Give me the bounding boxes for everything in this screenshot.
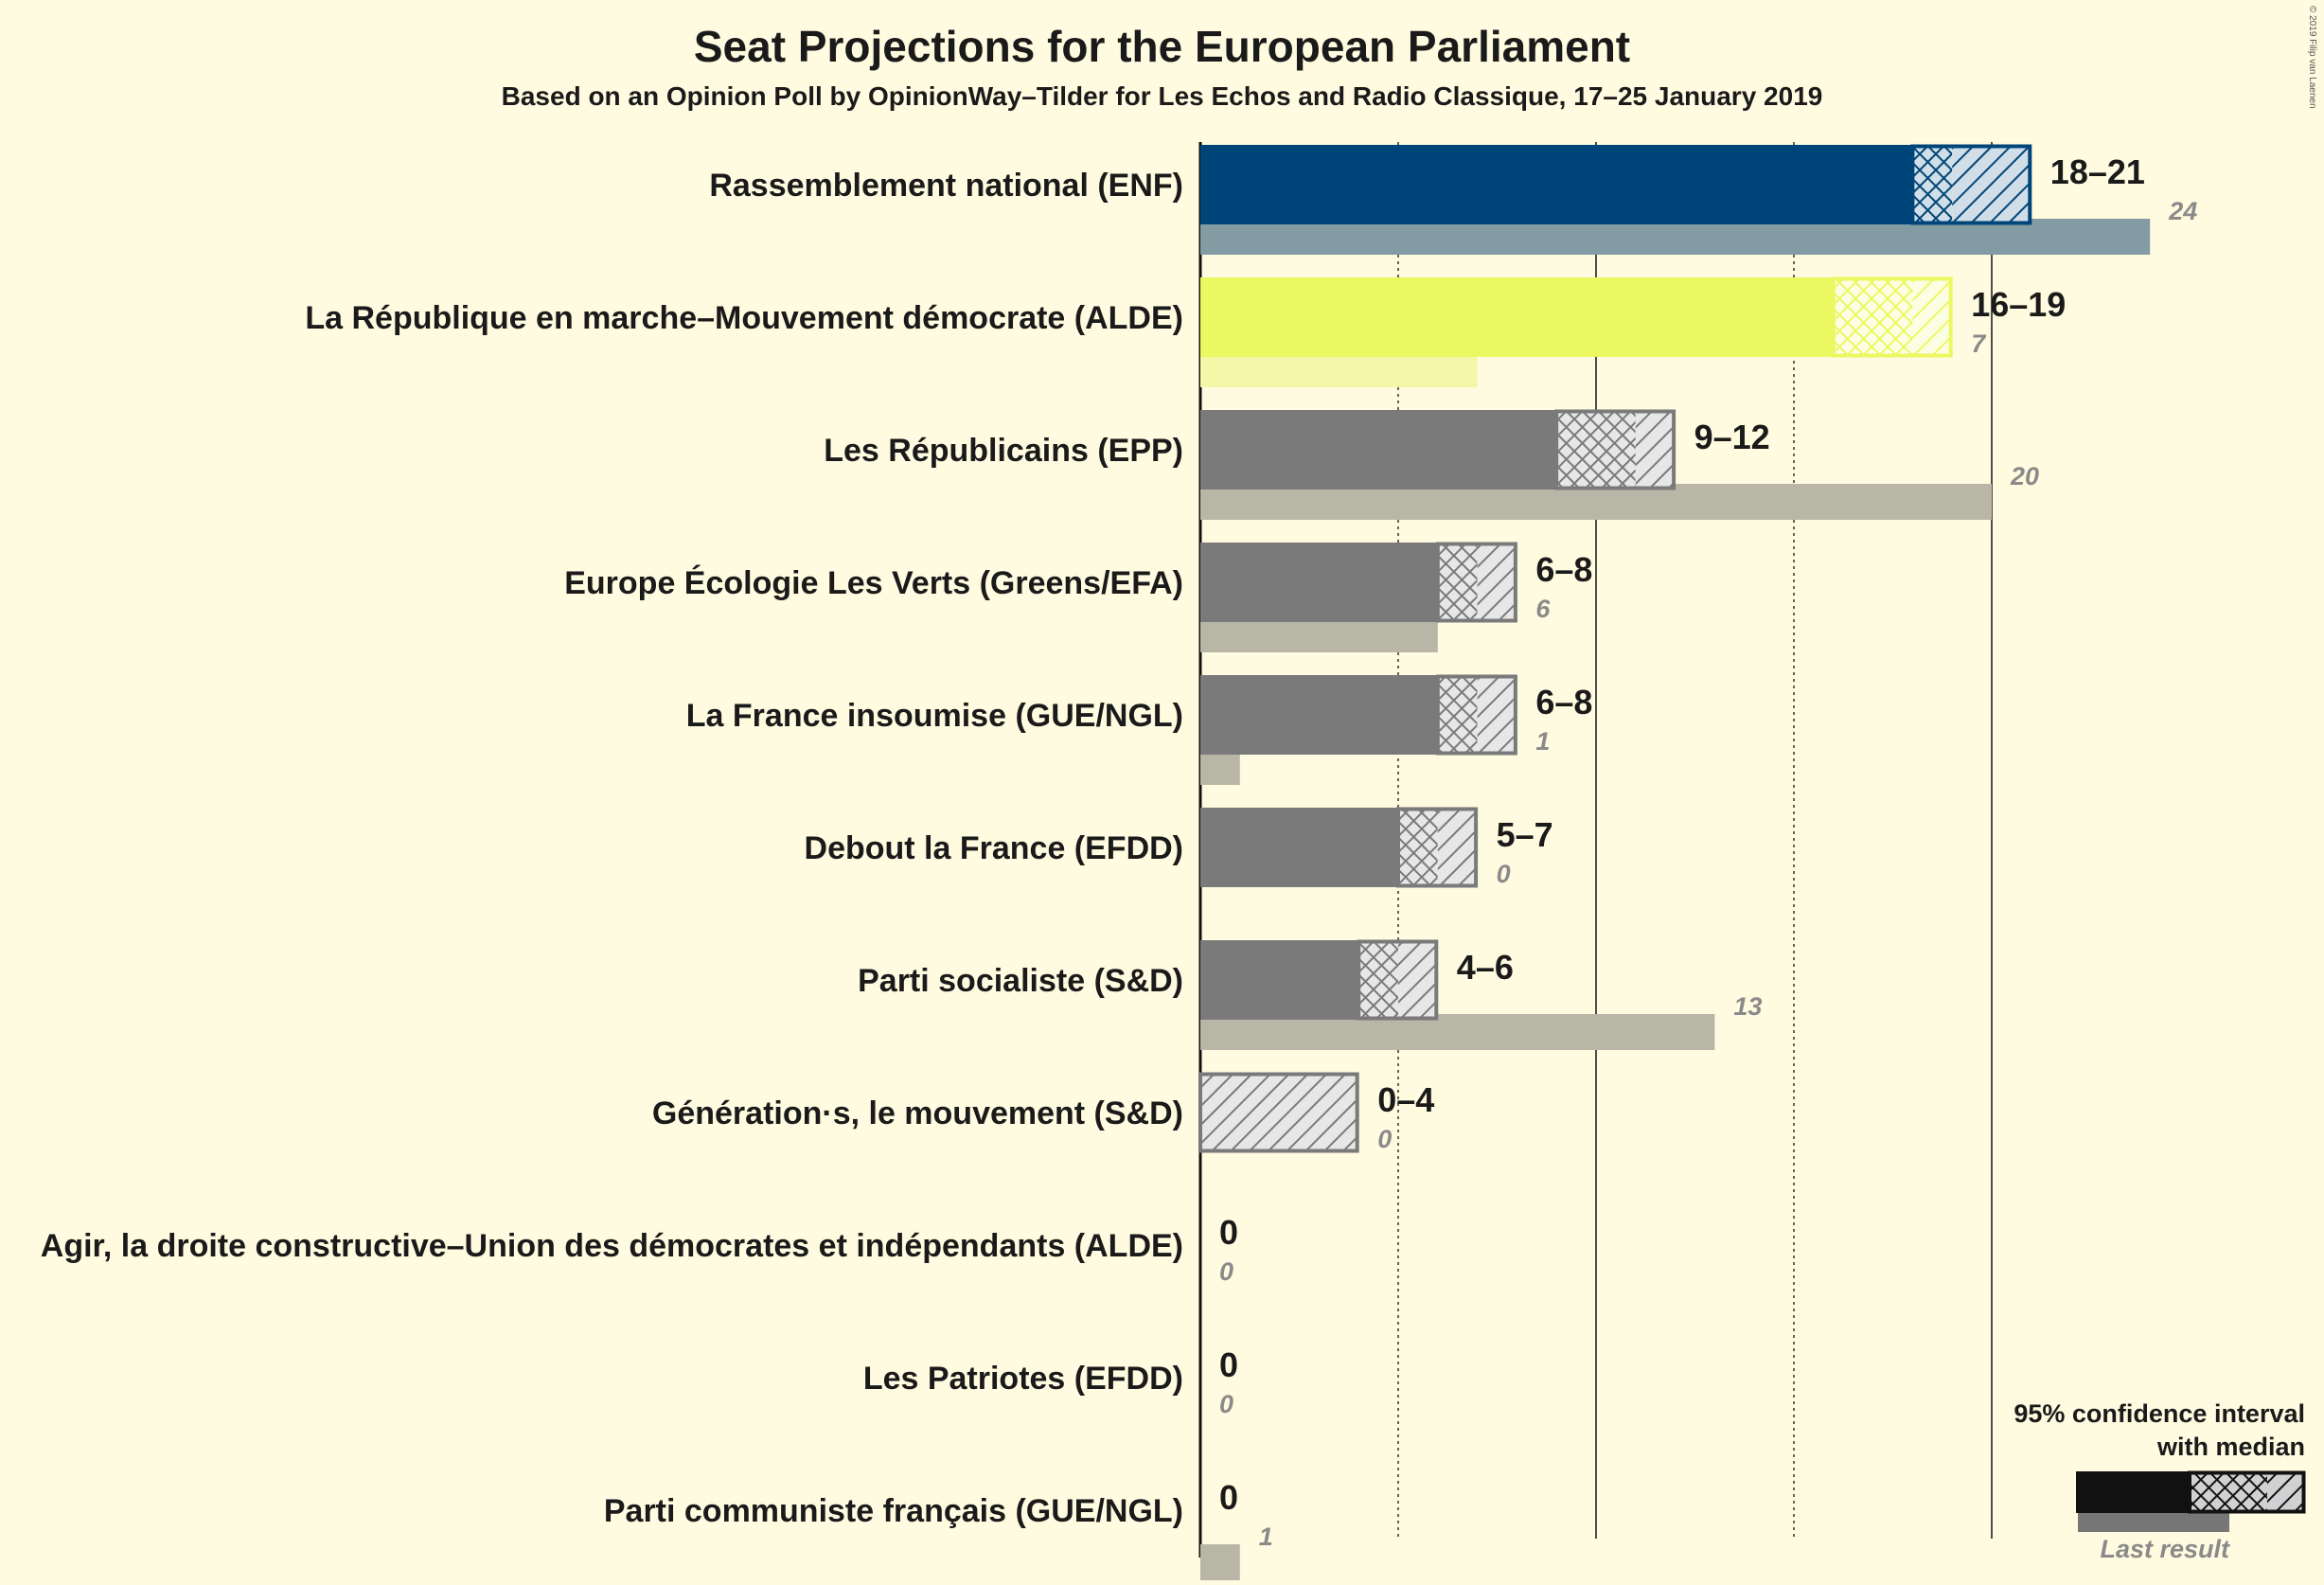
ci-outline-4	[1435, 674, 1517, 756]
party-label-1: La République en marche–Mouvement démocr…	[305, 300, 1183, 336]
ci-solid-bar-0	[1200, 145, 1913, 224]
party-label-5: Debout la France (EFDD)	[805, 830, 1183, 866]
range-label-8: 0	[1219, 1213, 1238, 1252]
ci-upper-hatch-7	[1200, 1073, 1359, 1152]
labels: Rassemblement national (ENF) 18–21 24 La Ré…	[41, 152, 2197, 1551]
last-result-label-0: 24	[2168, 197, 2197, 225]
range-label-1: 16–19	[1971, 285, 2066, 324]
chart-subtitle: Based on an Opinion Poll by OpinionWay–T…	[501, 81, 1823, 111]
legend-line1: 95% confidence interval	[2014, 1399, 2305, 1428]
ci-median-hatch-0	[1912, 145, 1953, 224]
legend-median-swatch	[2190, 1471, 2267, 1513]
legend: 95% confidence interval with median Last r…	[2014, 1399, 2306, 1563]
last-result-bar-4	[1200, 749, 1240, 785]
party-label-2: Les Républicains (EPP)	[824, 433, 1183, 469]
range-label-9: 0	[1219, 1345, 1238, 1384]
ci-median-hatch-5	[1398, 808, 1438, 887]
range-label-7: 0–4	[1377, 1080, 1434, 1119]
legend-solid-swatch	[2076, 1471, 2190, 1513]
ci-solid-bar-4	[1200, 675, 1438, 755]
ci-upper-hatch-3	[1477, 543, 1517, 622]
ci-median-hatch-1	[1833, 277, 1913, 357]
range-label-5: 5–7	[1497, 815, 1553, 854]
bars	[1198, 144, 2151, 1580]
ci-upper-hatch-0	[1952, 145, 2031, 224]
legend-line2: with median	[2156, 1433, 2305, 1461]
last-result-label-7: 0	[1377, 1125, 1392, 1153]
last-result-bar-3	[1200, 616, 1438, 652]
ci-outline-0	[1910, 144, 2032, 225]
ci-outline-3	[1435, 542, 1517, 623]
ci-median-hatch-3	[1437, 543, 1478, 622]
ci-upper-hatch-6	[1398, 940, 1438, 1020]
ci-outline-1	[1831, 276, 1953, 358]
last-result-label-1: 7	[1971, 329, 1987, 358]
last-result-label-6: 13	[1733, 992, 1762, 1021]
party-label-9: Les Patriotes (EFDD)	[863, 1361, 1183, 1397]
ci-median-hatch-4	[1437, 675, 1478, 755]
ci-outline-6	[1357, 939, 1439, 1021]
last-result-label-4: 1	[1535, 727, 1550, 756]
ci-solid-bar-3	[1200, 543, 1438, 622]
party-label-3: Europe Écologie Les Verts (Greens/EFA)	[564, 565, 1183, 601]
last-result-label-10: 1	[1259, 1523, 1273, 1551]
last-result-bar-1	[1200, 351, 1478, 387]
last-result-bar-10	[1200, 1544, 1240, 1580]
ci-solid-bar-1	[1200, 277, 1834, 357]
last-result-label-9: 0	[1219, 1390, 1233, 1418]
party-label-6: Parti socialiste (S&D)	[858, 963, 1183, 999]
ci-solid-bar-6	[1200, 940, 1359, 1020]
range-label-10: 0	[1219, 1478, 1238, 1517]
range-label-2: 9–12	[1694, 418, 1770, 456]
ci-upper-hatch-4	[1477, 675, 1517, 755]
ci-upper-hatch-1	[1912, 277, 1953, 357]
last-result-label-2: 20	[2010, 462, 2039, 490]
ci-outline-5	[1396, 807, 1479, 888]
range-label-4: 6–8	[1535, 683, 1592, 721]
range-label-3: 6–8	[1535, 550, 1592, 589]
ci-upper-hatch-2	[1635, 410, 1676, 490]
last-result-bar-6	[1200, 1014, 1715, 1050]
legend-last-label: Last result	[2100, 1535, 2230, 1563]
ci-median-hatch-6	[1358, 940, 1398, 1020]
last-result-label-5: 0	[1497, 860, 1511, 888]
party-label-4: La France insoumise (GUE/NGL)	[686, 698, 1183, 734]
party-label-10: Parti communiste français (GUE/NGL)	[604, 1493, 1183, 1529]
legend-upper-swatch	[2267, 1471, 2305, 1513]
ci-outline-7	[1198, 1072, 1359, 1153]
range-label-6: 4–6	[1457, 948, 1514, 987]
party-label-0: Rassemblement national (ENF)	[709, 168, 1183, 204]
range-label-0: 18–21	[2050, 152, 2145, 191]
party-label-8: Agir, la droite constructive–Union des d…	[41, 1228, 1183, 1264]
ci-solid-bar-5	[1200, 808, 1398, 887]
legend-outline	[2188, 1470, 2306, 1514]
ci-median-hatch-2	[1556, 410, 1636, 490]
chart-title: Seat Projections for the European Parlia…	[693, 22, 1631, 71]
ci-solid-bar-2	[1200, 410, 1557, 490]
last-result-label-3: 6	[1535, 595, 1551, 623]
last-result-label-8: 0	[1219, 1257, 1233, 1286]
ci-upper-hatch-5	[1437, 808, 1478, 887]
party-label-7: Génération·s, le mouvement (S&D)	[652, 1095, 1183, 1131]
ci-outline-2	[1554, 409, 1676, 490]
